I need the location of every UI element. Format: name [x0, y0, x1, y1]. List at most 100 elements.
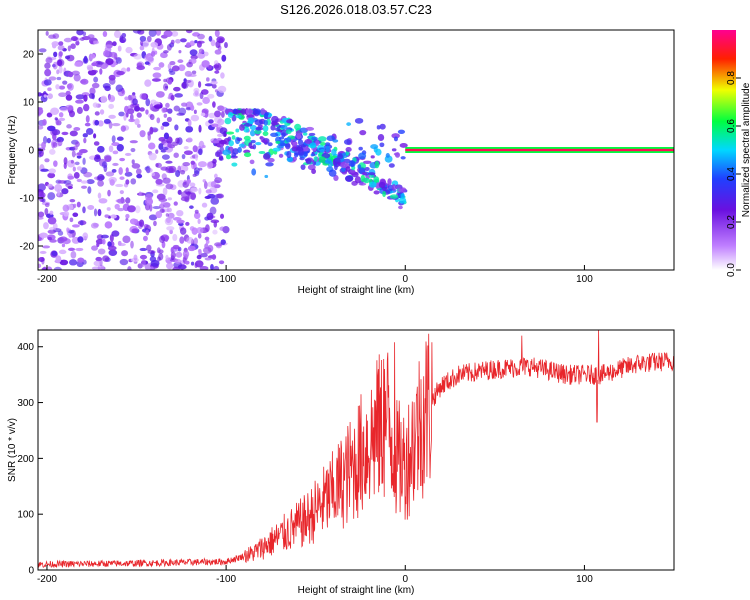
noise-blob — [165, 254, 169, 261]
noise-blob — [72, 166, 76, 172]
noise-blob — [50, 107, 60, 116]
snr-ytick-label: 100 — [17, 510, 34, 521]
scatter-blob — [254, 129, 262, 135]
noise-blob — [73, 203, 77, 208]
noise-blob — [162, 177, 171, 184]
noise-blob — [102, 31, 108, 37]
noise-blob — [53, 51, 58, 58]
scatter-blob — [370, 155, 375, 159]
noise-blob — [124, 152, 132, 156]
noise-blob — [115, 84, 123, 92]
noise-blob — [190, 261, 195, 266]
noise-blob — [139, 130, 146, 138]
noise-blob — [190, 160, 196, 165]
noise-blob — [85, 128, 94, 135]
noise-blob — [55, 255, 62, 263]
noise-blob — [81, 185, 88, 189]
scatter-blob — [245, 108, 254, 115]
noise-blob — [124, 96, 129, 101]
scatter-blob — [275, 140, 281, 144]
noise-blob — [108, 103, 115, 109]
noise-blob — [47, 192, 56, 201]
scatter-blob — [228, 140, 234, 147]
noise-blob — [196, 254, 202, 260]
colorbar-tick-label: 0.0 — [726, 263, 737, 277]
noise-blob — [167, 108, 173, 114]
noise-blob — [160, 52, 168, 59]
noise-blob — [51, 41, 60, 47]
scatter-blob — [391, 133, 400, 139]
noise-blob — [66, 83, 73, 89]
scatter-blob — [286, 119, 294, 124]
noise-blob — [197, 248, 202, 254]
noise-blob — [139, 40, 144, 46]
snr-ytick-label: 400 — [17, 342, 34, 353]
noise-blob — [138, 219, 145, 227]
noise-blob — [214, 70, 220, 74]
noise-blob — [162, 187, 168, 196]
scatter-blob — [361, 171, 368, 176]
noise-blob — [72, 212, 79, 218]
noise-blob — [67, 45, 71, 52]
noise-blob — [217, 85, 227, 93]
colorbar-gradient — [712, 30, 736, 270]
scatter-blob — [319, 148, 325, 153]
noise-blob — [197, 33, 205, 40]
noise-blob — [97, 180, 104, 187]
noise-blob — [185, 221, 190, 226]
noise-blob — [134, 205, 141, 214]
noise-blob — [189, 49, 198, 56]
scatter-blob — [359, 129, 367, 136]
noise-blob — [101, 238, 106, 245]
noise-blob — [211, 123, 219, 128]
snr-xtick-label: 100 — [576, 574, 593, 585]
noise-blob — [127, 108, 135, 115]
noise-blob — [120, 125, 126, 132]
noise-blob — [210, 80, 218, 85]
scatter-blob — [296, 133, 302, 140]
noise-blob — [117, 45, 122, 52]
noise-blob — [92, 102, 99, 108]
noise-blob — [110, 51, 117, 58]
scatter-blob — [320, 142, 326, 146]
noise-blob — [118, 111, 125, 117]
noise-blob — [105, 58, 114, 66]
noise-blob — [145, 109, 149, 115]
noise-blob — [67, 175, 75, 180]
noise-blob — [152, 189, 159, 194]
noise-blob — [161, 154, 170, 160]
scatter-blob — [262, 131, 269, 137]
colorbar-tick-label: 0.8 — [726, 71, 737, 85]
colorbar-ticks: 0.0 0.2 0.4 0.6 0.8 — [726, 71, 741, 277]
noise-blob — [126, 67, 131, 72]
scatter-blob — [345, 166, 351, 172]
noise-blob — [125, 179, 130, 185]
noise-blob — [146, 244, 152, 252]
scatter-blob — [292, 141, 298, 146]
snr-ytick-label: 200 — [17, 454, 34, 465]
scatter-blob — [255, 126, 262, 131]
scatter-blob — [393, 152, 399, 156]
scatter-blob — [271, 121, 279, 126]
noise-blob — [211, 254, 217, 260]
noise-blob — [82, 206, 86, 214]
noise-blob — [186, 236, 194, 244]
noise-blob — [204, 83, 213, 87]
noise-blob — [176, 209, 184, 217]
noise-blob — [87, 34, 95, 39]
scatter-blob — [397, 188, 406, 193]
noise-blob — [98, 198, 108, 204]
noise-blob — [110, 214, 117, 219]
noise-blob — [76, 166, 83, 171]
spectrogram-ytick-label: 10 — [23, 98, 35, 109]
noise-blob — [121, 250, 129, 257]
noise-blob — [58, 236, 68, 242]
noise-blob — [68, 259, 78, 266]
noise-blob — [130, 240, 134, 249]
noise-blob — [111, 168, 117, 173]
scatter-blob — [258, 150, 266, 154]
noise-blob — [111, 230, 120, 237]
noise-blob — [129, 140, 138, 144]
noise-blob — [77, 236, 84, 243]
spectrogram-ytick-label: 20 — [23, 50, 35, 61]
